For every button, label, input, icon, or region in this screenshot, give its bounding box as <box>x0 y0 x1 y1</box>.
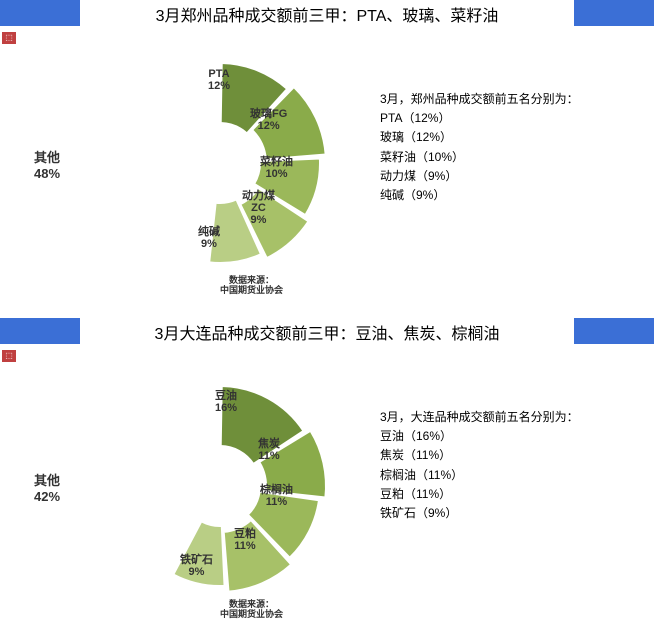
slice-label: 焦炭 11% <box>258 438 280 462</box>
ranking-header: 3月，郑州品种成交额前五名分别为： <box>380 90 579 109</box>
rank-row: 纯碱（9%） <box>380 186 579 205</box>
other-label: 其他 42% <box>34 473 60 504</box>
data-source: 数据来源： 中国期货业协会 <box>220 600 283 620</box>
donut-chart: PTA 12% 玻璃FG 12% 菜籽油 10% 动力煤 ZC 9% 纯碱 9% <box>90 48 350 278</box>
panel-title: 3月郑州品种成交额前三甲：PTA、玻璃、菜籽油 <box>152 2 503 26</box>
rank-row: 豆粕（11%） <box>380 485 579 504</box>
slice-label: 菜籽油 10% <box>260 156 293 180</box>
slice-label: 豆油 16% <box>215 390 237 414</box>
rank-row: 动力煤（9%） <box>380 167 579 186</box>
panel-dalian: 3月大连品种成交额前三甲：豆油、焦炭、棕榈油 ⬚ 豆油 16% 焦炭 11% 棕榈油… <box>0 318 654 618</box>
ranking-header: 3月，大连品种成交额前五名分别为： <box>380 408 579 427</box>
ranking-text: 3月，郑州品种成交额前五名分别为： PTA（12%） 玻璃（12%） 菜籽油（1… <box>380 90 579 205</box>
source-line: 数据来源： <box>229 599 274 609</box>
title-bar: 3月郑州品种成交额前三甲：PTA、玻璃、菜籽油 <box>0 0 654 28</box>
slice-label: PTA 12% <box>208 68 230 92</box>
rank-row: 焦炭（11%） <box>380 446 579 465</box>
other-label: 其他 48% <box>34 150 60 181</box>
title-accent-left <box>0 318 80 344</box>
title-bar: 3月大连品种成交额前三甲：豆油、焦炭、棕榈油 <box>0 318 654 346</box>
slice-label: 玻璃FG 12% <box>250 108 287 132</box>
slice-label: 豆粕 11% <box>234 528 256 552</box>
slice-label: 棕榈油 11% <box>260 484 293 508</box>
other-pct: 48% <box>34 166 60 181</box>
other-pct: 42% <box>34 489 60 504</box>
slice-label: 纯碱 9% <box>198 226 220 250</box>
panel-title: 3月大连品种成交额前三甲：豆油、焦炭、棕榈油 <box>151 320 504 344</box>
source-line: 数据来源： <box>229 275 274 285</box>
rank-row: 菜籽油（10%） <box>380 148 579 167</box>
ranking-text: 3月，大连品种成交额前五名分别为： 豆油（16%） 焦炭（11%） 棕榈油（11… <box>380 408 579 523</box>
slice-label: 铁矿石 9% <box>180 554 213 578</box>
title-accent-right <box>574 0 654 26</box>
rank-row: PTA（12%） <box>380 109 579 128</box>
other-text: 其他 <box>34 473 60 488</box>
marker-icon: ⬚ <box>2 350 16 362</box>
source-line: 中国期货业协会 <box>220 609 283 619</box>
rank-row: 玻璃（12%） <box>380 128 579 147</box>
title-accent-left <box>0 0 80 26</box>
source-line: 中国期货业协会 <box>220 285 283 295</box>
donut-chart: 豆油 16% 焦炭 11% 棕榈油 11%豆粕 11% 铁矿石 9% <box>90 366 350 596</box>
rank-row: 棕榈油（11%） <box>380 466 579 485</box>
title-accent-right <box>574 318 654 344</box>
panel-zhengzhou: 3月郑州品种成交额前三甲：PTA、玻璃、菜籽油 ⬚ PTA 12% 玻璃FG 12… <box>0 0 654 300</box>
other-text: 其他 <box>34 150 60 165</box>
rank-row: 铁矿石（9%） <box>380 504 579 523</box>
data-source: 数据来源： 中国期货业协会 <box>220 276 283 296</box>
rank-row: 豆油（16%） <box>380 427 579 446</box>
marker-icon: ⬚ <box>2 32 16 44</box>
slice-label: 动力煤 ZC 9% <box>242 190 275 226</box>
